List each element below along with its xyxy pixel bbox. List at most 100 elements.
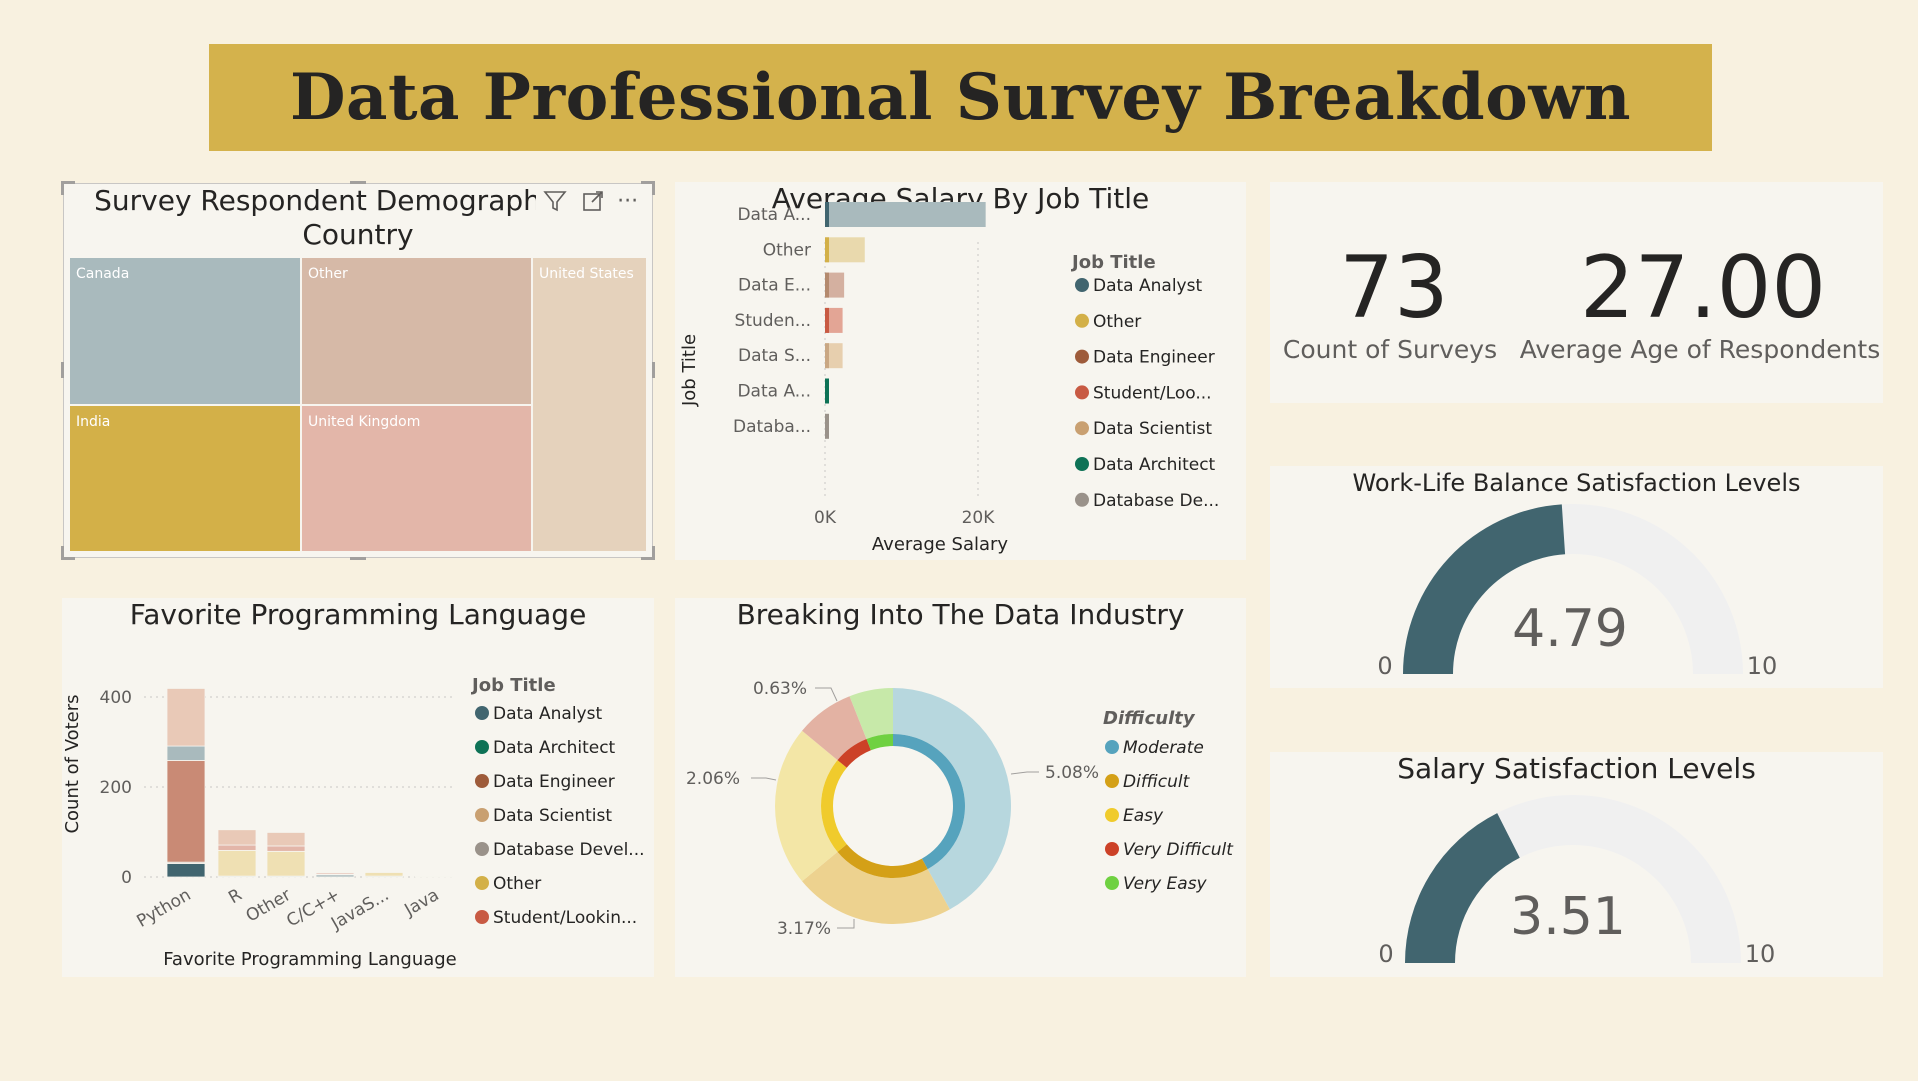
bar-segment[interactable] [266,845,306,852]
donut-slice[interactable] [802,851,950,924]
focus-mode-icon[interactable] [580,188,606,214]
legend-item[interactable]: Database De... [1093,491,1219,511]
x-tick-label: R [225,885,245,908]
gauge-value: 3.51 [1510,887,1626,947]
bar-segment[interactable] [166,688,206,747]
tile-rect[interactable] [533,258,646,551]
salary-satisfaction-gauge-card[interactable]: Salary Satisfaction Levels 3.51 0 10 [1270,752,1883,977]
tile-india-label: India [76,414,110,430]
bar-segment[interactable] [266,832,306,847]
tile-rect[interactable] [302,258,531,404]
filter-icon[interactable] [542,188,568,214]
bar-segment[interactable] [217,844,257,851]
salary-bar-chart: Data A... Other Data E... Studen... Data S..… [679,202,1219,555]
tile-rect[interactable] [70,258,300,404]
donut-slice[interactable] [775,730,838,882]
legend-item[interactable]: Other [1093,312,1141,332]
demographics-title-line2: Country [302,218,414,251]
tile-united-kingdom-label: United Kingdom [308,414,420,430]
bar[interactable] [825,307,843,333]
tile-india[interactable]: India [70,406,300,551]
legend-item[interactable]: Very Easy [1123,874,1208,894]
bar[interactable] [825,237,865,263]
bar-segment[interactable] [315,872,355,875]
y-tick-label: Data S... [738,346,811,366]
tile-rect[interactable] [70,406,300,551]
y-tick-label: 400 [100,688,132,708]
legend-marker [475,842,489,856]
tile-canada[interactable]: Canada [70,258,300,404]
more-options-icon[interactable]: ··· [617,188,639,214]
legend-item[interactable]: Data Architect [1093,455,1216,475]
difficulty-donut-card[interactable]: Breaking Into The Data Industry 5.08% 3.… [675,598,1246,977]
survey-count-label: Count of Surveys [1283,335,1497,364]
bar-segment[interactable] [166,760,206,863]
bar[interactable] [825,272,845,298]
legend-item[interactable]: Data Scientist [493,806,612,826]
x-tick-label: Python [133,885,194,932]
dashboard-title-banner: Data Professional Survey Breakdown [209,44,1712,151]
legend-item[interactable]: Data Scientist [1093,419,1212,439]
legend-item[interactable]: Difficult [1123,772,1191,792]
legend-marker [1075,349,1089,364]
resize-handle[interactable] [350,181,366,184]
tile-united-states[interactable]: United States [533,258,646,551]
gauge-max: 10 [1745,940,1776,968]
resize-handle[interactable] [652,362,655,378]
bar-segment[interactable] [266,850,306,877]
legend-item[interactable]: Very Difficult [1123,840,1234,860]
tile-other[interactable]: Other [302,258,531,404]
bar-segment[interactable] [166,863,206,878]
tile-rect[interactable] [302,406,531,551]
bar-segment[interactable] [364,872,404,877]
donut-slice[interactable] [849,688,893,740]
language-chart-card[interactable]: Favorite Programming Language 0 200 400 … [62,598,654,977]
legend-item[interactable]: Moderate [1123,738,1204,758]
bar[interactable] [825,343,843,369]
bar-highlight [825,237,829,263]
resize-handle[interactable] [61,557,75,560]
tile-united-kingdom[interactable]: United Kingdom [302,406,531,551]
y-axis-title: Job Title [679,334,700,407]
x-tick-label: 0K [814,508,837,528]
bar-segment[interactable] [166,745,206,761]
kpi-card: 73 Count of Surveys 27.00 Average Age of… [1270,182,1883,403]
legend-item[interactable]: Data Engineer [1093,348,1215,368]
gauge-min: 0 [1378,940,1393,968]
donut-slice[interactable] [893,688,1011,910]
legend-item[interactable]: Data Engineer [493,772,615,792]
resize-handle[interactable] [652,181,655,195]
legend-item[interactable]: Student/Loo... [1093,383,1212,403]
resize-handle[interactable] [350,557,366,560]
legend-title: Difficulty [1103,708,1196,729]
legend-marker [475,876,489,890]
resize-handle[interactable] [652,546,655,560]
legend-item[interactable]: Easy [1123,806,1164,826]
demographics-treemap-card[interactable]: Survey Respondent Demographics by Countr… [61,181,655,560]
resize-handle[interactable] [61,546,64,560]
legend-item[interactable]: Data Analyst [1093,276,1202,296]
donut-slice[interactable] [802,696,867,761]
resize-handle[interactable] [61,181,75,184]
legend-item[interactable]: Student/Lookin... [493,908,637,928]
worklife-gauge-card[interactable]: Work-Life Balance Satisfaction Levels 4.… [1270,466,1883,688]
legend-item[interactable]: Database Devel... [493,840,645,860]
legend-marker [1105,808,1119,822]
legend-marker [1105,740,1119,754]
bar[interactable] [825,202,986,227]
salary-satisfaction-gauge: 3.51 0 10 [1378,795,1776,968]
resize-handle[interactable] [61,362,64,378]
bar-segment[interactable] [217,829,257,846]
resize-handle[interactable] [641,181,655,184]
salary-by-job-card[interactable]: Average Salary By Job Title Data A... Oth… [675,182,1246,560]
legend-item[interactable]: Data Analyst [493,704,602,724]
y-tick-label: Other [763,240,811,260]
legend-marker [1075,385,1089,400]
bar-segment[interactable] [217,850,257,877]
legend-item[interactable]: Other [493,874,541,894]
resize-handle[interactable] [61,181,64,195]
legend-item[interactable]: Data Architect [493,738,616,758]
resize-handle[interactable] [641,557,655,560]
donut-data-labels: 5.08% 3.17% 2.06% 0.63% [686,679,1099,939]
gauge-fill [1405,813,1520,963]
